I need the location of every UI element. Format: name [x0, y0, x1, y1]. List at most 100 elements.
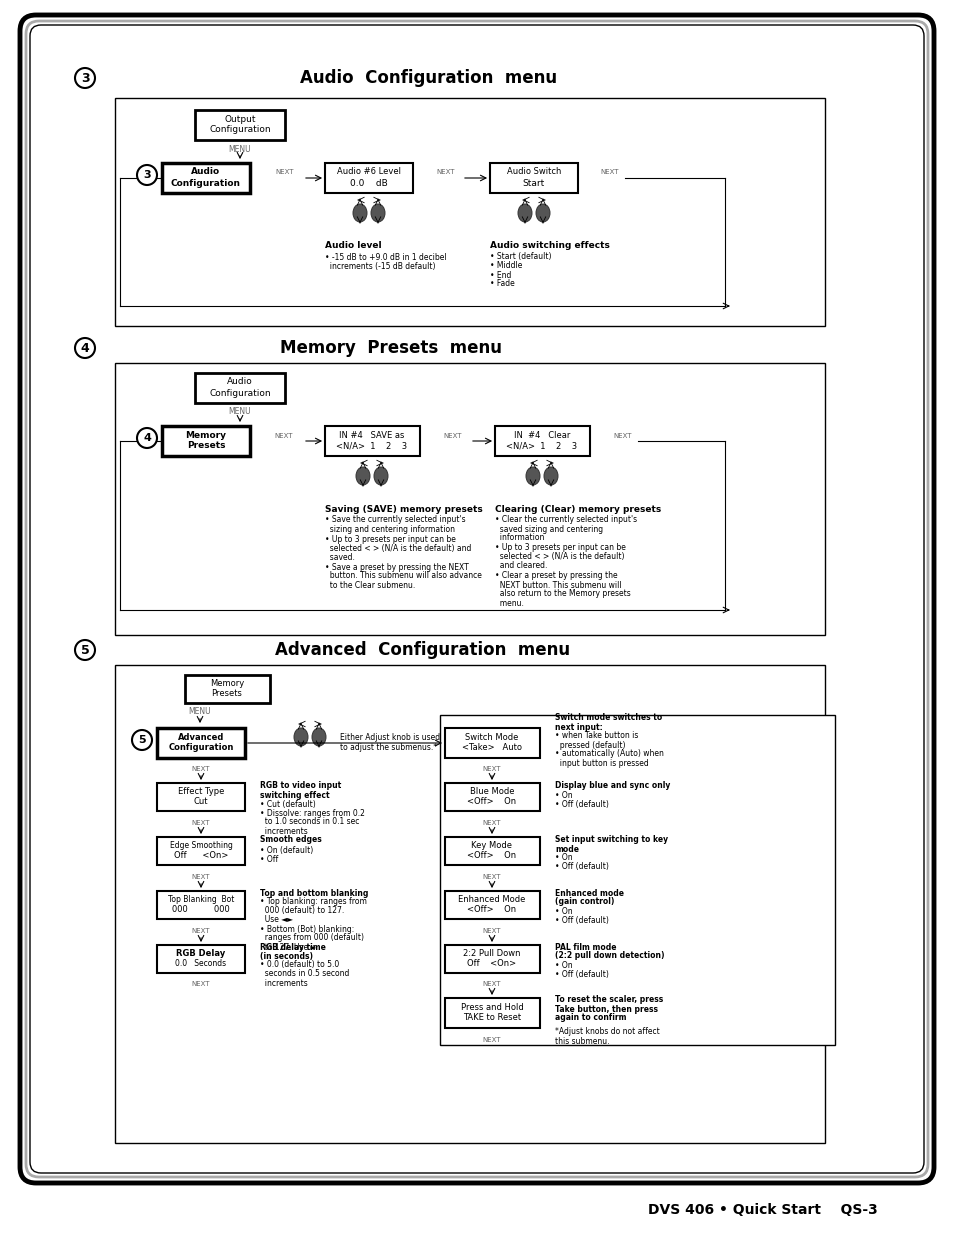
- Text: Advanced  Configuration  menu: Advanced Configuration menu: [274, 641, 570, 659]
- Text: increments: increments: [260, 826, 308, 836]
- Text: • Off (default): • Off (default): [555, 969, 608, 978]
- Text: NEXT: NEXT: [482, 820, 500, 826]
- Text: • End: • End: [490, 270, 511, 279]
- Ellipse shape: [374, 467, 388, 485]
- Text: NEXT: NEXT: [192, 981, 210, 987]
- Text: • Save the currently selected input's: • Save the currently selected input's: [325, 515, 465, 525]
- Text: Audio: Audio: [192, 168, 220, 177]
- Bar: [444, 945, 539, 973]
- Text: <Off>    On: <Off> On: [467, 798, 516, 806]
- Bar: [444, 837, 539, 864]
- Text: • Up to 3 presets per input can be: • Up to 3 presets per input can be: [325, 535, 456, 543]
- Text: NEXT: NEXT: [482, 927, 500, 934]
- Text: Audio Switch: Audio Switch: [506, 168, 560, 177]
- Text: Switch Mode: Switch Mode: [465, 732, 518, 741]
- Text: Off    <On>: Off <On>: [467, 960, 516, 968]
- Text: • Start (default): • Start (default): [490, 252, 551, 262]
- Text: 5: 5: [81, 643, 90, 657]
- Bar: [194, 373, 285, 403]
- Text: IN #4   SAVE as: IN #4 SAVE as: [339, 431, 404, 440]
- Text: 3: 3: [143, 170, 151, 180]
- Text: Blue Mode: Blue Mode: [469, 788, 514, 797]
- Text: DVS 406 • Quick Start    QS-3: DVS 406 • Quick Start QS-3: [647, 1203, 877, 1216]
- Text: 000          000: 000 000: [172, 905, 230, 914]
- Text: menu.: menu.: [495, 599, 523, 608]
- Text: NEXT: NEXT: [482, 874, 500, 881]
- Text: Presets: Presets: [212, 688, 242, 698]
- Text: • Off (default): • Off (default): [555, 862, 608, 872]
- Text: also return to the Memory presets: also return to the Memory presets: [495, 589, 630, 599]
- Text: 4: 4: [81, 342, 90, 354]
- Text: Saving (SAVE) memory presets: Saving (SAVE) memory presets: [325, 505, 482, 515]
- Text: information: information: [495, 534, 544, 542]
- Text: MENU: MENU: [189, 708, 212, 716]
- Bar: [444, 783, 539, 811]
- Text: NEXT: NEXT: [482, 981, 500, 987]
- Bar: [194, 110, 285, 140]
- Text: NEXT: NEXT: [192, 927, 210, 934]
- Text: NEXT: NEXT: [274, 433, 293, 438]
- Circle shape: [137, 429, 157, 448]
- Text: <Take>   Auto: <Take> Auto: [461, 743, 521, 752]
- Text: Key Mode: Key Mode: [471, 841, 512, 851]
- Text: (2:2 pull down detection): (2:2 pull down detection): [555, 951, 664, 961]
- Text: RGB delay time: RGB delay time: [260, 942, 326, 951]
- Text: pressed (default): pressed (default): [555, 741, 625, 750]
- Circle shape: [137, 165, 157, 185]
- Text: 0.0   Seconds: 0.0 Seconds: [175, 960, 226, 968]
- Text: Enhanced Mode: Enhanced Mode: [457, 895, 525, 904]
- Ellipse shape: [525, 467, 539, 485]
- Bar: [162, 163, 250, 193]
- Text: • On: • On: [555, 961, 572, 969]
- Text: • Clear a preset by pressing the: • Clear a preset by pressing the: [495, 572, 617, 580]
- Text: Top Blanking  Bot: Top Blanking Bot: [168, 895, 233, 904]
- Bar: [157, 890, 245, 919]
- Text: saved.: saved.: [325, 552, 355, 562]
- Text: Cut: Cut: [193, 798, 208, 806]
- Text: Advanced: Advanced: [177, 732, 224, 741]
- Text: • Cut (default): • Cut (default): [260, 799, 315, 809]
- Text: • automatically (Auto) when: • automatically (Auto) when: [555, 750, 663, 758]
- Text: Audio level: Audio level: [325, 242, 381, 251]
- Text: TAKE to Reset: TAKE to Reset: [462, 1014, 520, 1023]
- Text: switching effect: switching effect: [260, 790, 330, 799]
- Text: next input:: next input:: [555, 722, 602, 731]
- Text: 2:2 Pull Down: 2:2 Pull Down: [463, 950, 520, 958]
- Text: selected < > (N/A is the default): selected < > (N/A is the default): [495, 552, 624, 562]
- Text: NEXT: NEXT: [482, 766, 500, 772]
- Text: increments (-15 dB default): increments (-15 dB default): [325, 262, 435, 270]
- Text: Off      <On>: Off <On>: [173, 851, 228, 861]
- Bar: [444, 998, 539, 1028]
- Text: sizing and centering information: sizing and centering information: [325, 525, 455, 534]
- Text: To reset the scaler, press: To reset the scaler, press: [555, 995, 662, 1004]
- Text: Press and Hold: Press and Hold: [460, 1003, 523, 1011]
- Text: 000 (default) to 127.: 000 (default) to 127.: [260, 906, 344, 915]
- Text: Configuration: Configuration: [209, 126, 271, 135]
- Text: Audio #6 Level: Audio #6 Level: [336, 168, 400, 177]
- Text: <N/A>  1    2    3: <N/A> 1 2 3: [336, 441, 407, 451]
- Text: IN  #4   Clear: IN #4 Clear: [514, 431, 570, 440]
- Ellipse shape: [517, 204, 532, 222]
- Text: • On: • On: [555, 792, 572, 800]
- Text: • Clear the currently selected input's: • Clear the currently selected input's: [495, 515, 637, 525]
- Text: • On (default): • On (default): [260, 846, 313, 855]
- Text: 0.0    dB: 0.0 dB: [350, 179, 388, 188]
- Text: NEXT: NEXT: [482, 1037, 500, 1044]
- Text: NEXT: NEXT: [275, 169, 294, 175]
- Text: seconds in 0.5 second: seconds in 0.5 second: [260, 969, 349, 978]
- Ellipse shape: [371, 204, 385, 222]
- Text: • Bottom (Bot) blanking:: • Bottom (Bot) blanking:: [260, 925, 354, 934]
- Text: Clearing (Clear) memory presets: Clearing (Clear) memory presets: [495, 505, 660, 515]
- Text: Either Adjust knob is used: Either Adjust knob is used: [339, 732, 439, 741]
- Text: • On: • On: [555, 906, 572, 915]
- Text: 5: 5: [138, 735, 146, 745]
- Bar: [157, 727, 245, 758]
- Circle shape: [132, 730, 152, 750]
- Bar: [115, 98, 824, 326]
- Text: and cleared.: and cleared.: [495, 562, 547, 571]
- Text: Memory  Presets  menu: Memory Presets menu: [280, 338, 501, 357]
- Text: • Off (default): • Off (default): [555, 915, 608, 925]
- Text: saved sizing and centering: saved sizing and centering: [495, 525, 602, 534]
- Ellipse shape: [543, 467, 558, 485]
- Text: NEXT: NEXT: [443, 433, 462, 438]
